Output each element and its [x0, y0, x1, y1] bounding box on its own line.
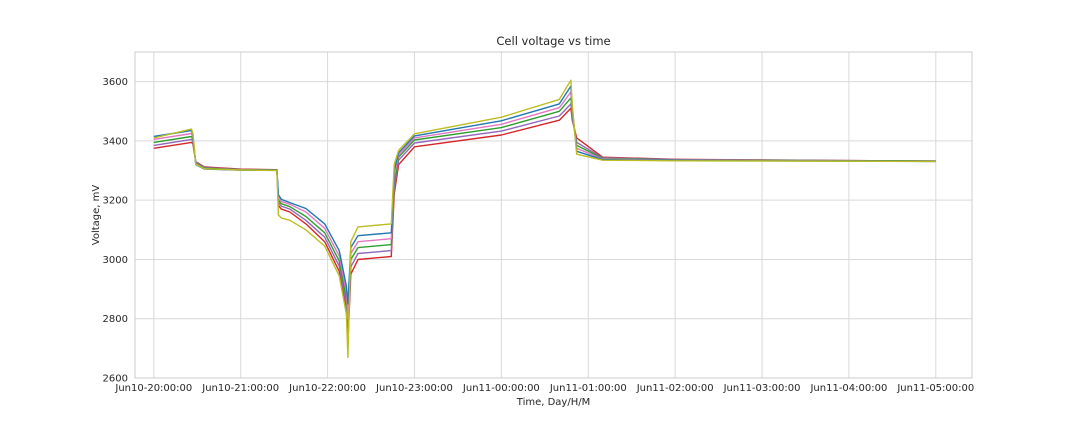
x-tick-label: Jun10-22:00:00 — [288, 383, 366, 394]
x-tick-label: Jun10-20:00:00 — [114, 383, 192, 394]
x-tick-label: Jun11-05:00:00 — [896, 383, 974, 394]
series-line-5 — [153, 85, 936, 305]
y-tick-label: 3200 — [103, 196, 128, 207]
x-axis-label: Time, Day/H/M — [516, 397, 590, 408]
series-lines — [153, 79, 936, 358]
x-tick-label: Jun11-03:00:00 — [723, 383, 801, 394]
y-tick-label: 3600 — [103, 77, 128, 88]
y-tick-labels: 2600 2800 3000 3200 3400 3600 — [103, 77, 128, 384]
y-tick-label: 3400 — [103, 136, 128, 147]
series-line-4 — [153, 91, 936, 320]
plot-frame — [134, 51, 973, 379]
series-line-3 — [153, 97, 936, 329]
x-tick-label: Jun11-02:00:00 — [636, 383, 714, 394]
x-tick-label: Jun11-00:00:00 — [462, 383, 540, 394]
grid — [135, 52, 972, 379]
x-tick-label: Jun11-04:00:00 — [809, 383, 887, 394]
series-line-1 — [153, 107, 936, 344]
y-tick-label: 2600 — [103, 374, 128, 385]
series-line-2 — [153, 103, 936, 336]
chart-title: Cell voltage vs time — [496, 34, 610, 48]
y-axis-label: Voltage, mV — [91, 185, 102, 246]
x-tick-label: Jun10-21:00:00 — [201, 383, 279, 394]
x-tick-label: Jun11-01:00:00 — [549, 383, 627, 394]
y-tick-label: 3000 — [103, 255, 128, 266]
y-tick-label: 2800 — [103, 314, 128, 325]
series-line-6 — [153, 79, 936, 358]
x-tick-label: Jun10-23:00:00 — [375, 383, 453, 394]
x-tick-labels: Jun10-20:00:00 Jun10-21:00:00 Jun10-22:00:… — [114, 383, 974, 394]
